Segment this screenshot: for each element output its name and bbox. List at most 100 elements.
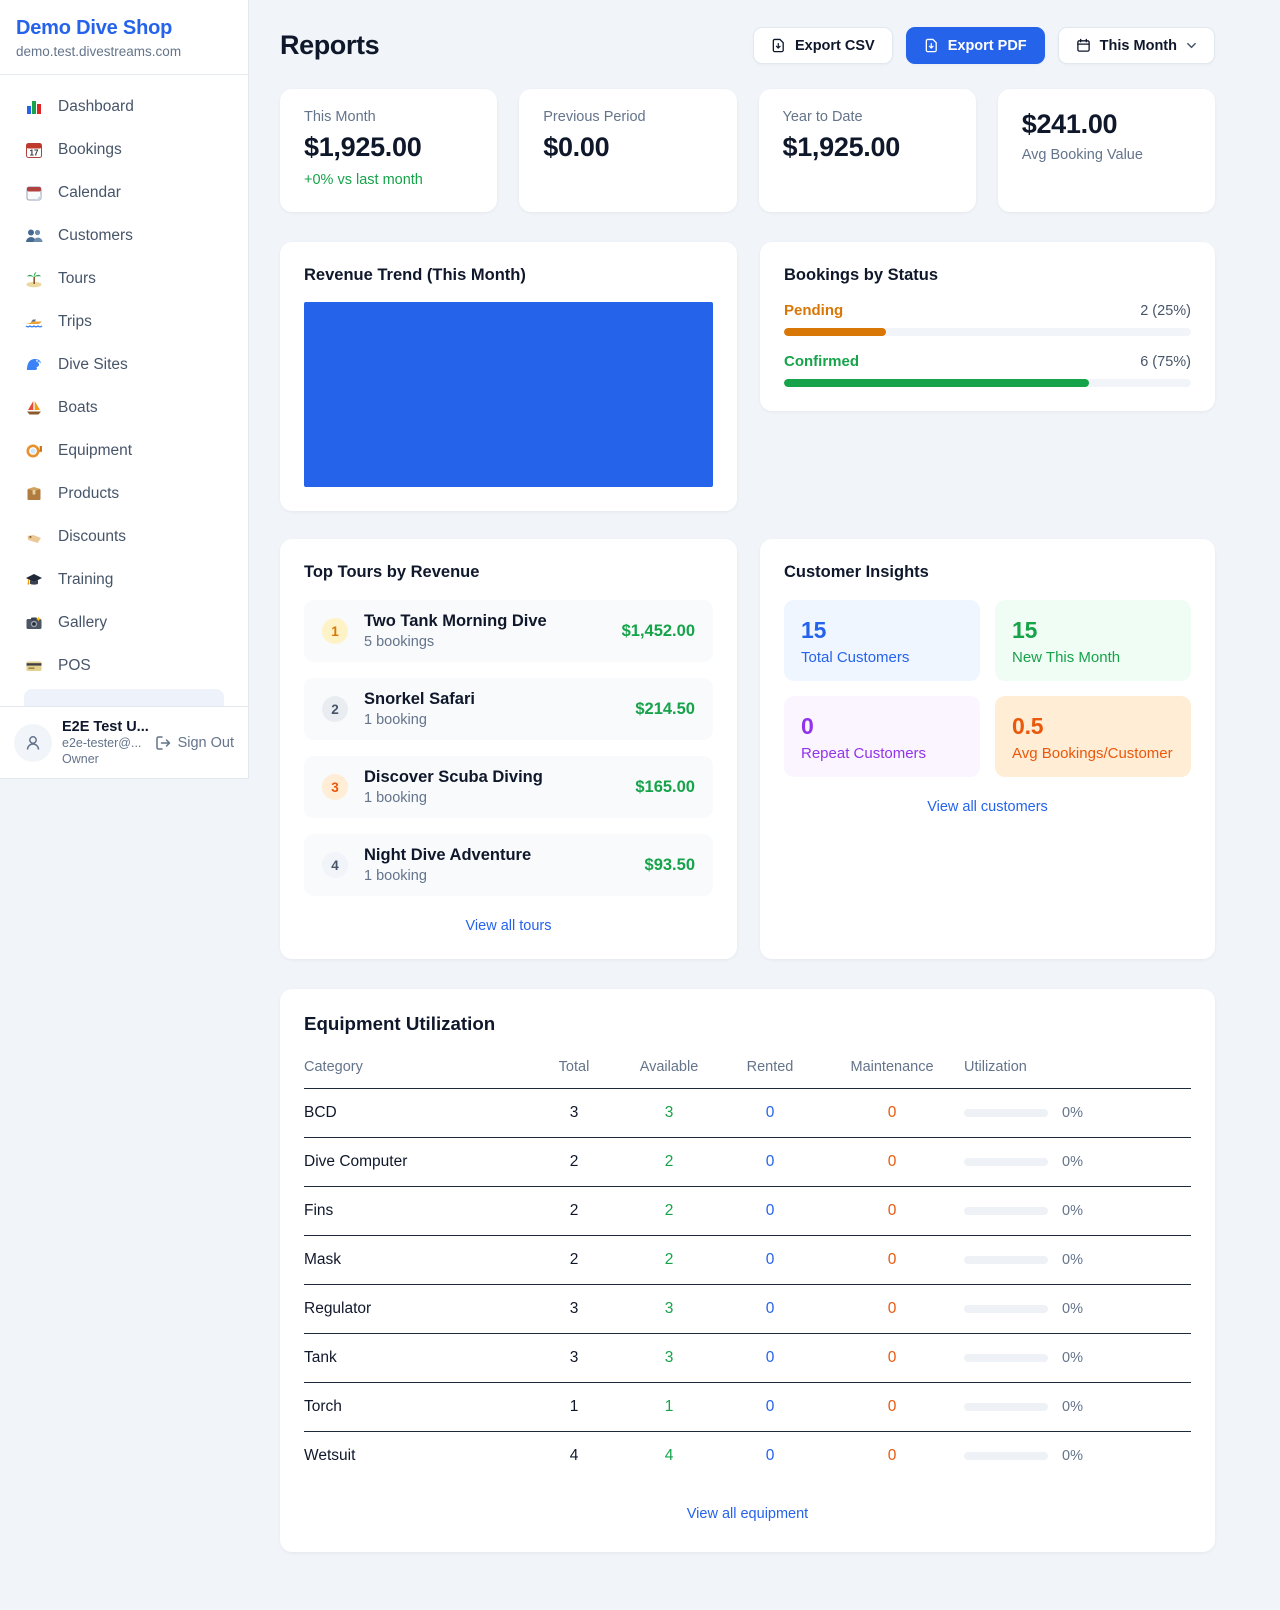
sidebar-item-discounts[interactable]: Discounts — [12, 515, 236, 558]
cell-utilization: 0% — [964, 1350, 1191, 1366]
utilization-percent: 0% — [1062, 1350, 1083, 1366]
sidebar-item-label: Trips — [58, 312, 92, 330]
revenue-trend-title: Revenue Trend (This Month) — [304, 266, 526, 284]
status-bar-fill — [784, 379, 1090, 387]
calendar-icon — [1076, 38, 1090, 52]
top-tours-title: Top Tours by Revenue — [304, 563, 480, 581]
stat-card-this-month: This Month $1,925.00 +0% vs last month — [280, 89, 498, 212]
cell-rented: 0 — [765, 1300, 775, 1317]
calendar-icon — [24, 183, 44, 203]
column-header-category: Category — [304, 1059, 363, 1075]
insight-value: 15 — [1012, 617, 1038, 643]
sidebar-item-training[interactable]: Training — [12, 558, 236, 601]
cell-total: 2 — [569, 1153, 579, 1170]
top-tours-panel: Top Tours by Revenue 1 Two Tank Morning … — [280, 539, 737, 959]
sidebar-item-label: Dashboard — [58, 97, 134, 115]
view-all-customers-link[interactable]: View all customers — [927, 799, 1048, 815]
equipment-utilization-title: Equipment Utilization — [304, 1013, 496, 1034]
status-row-confirmed: Confirmed 6 (75%) — [784, 353, 1191, 387]
export-pdf-button[interactable]: Export PDF — [905, 27, 1045, 64]
cell-category: Fins — [304, 1202, 334, 1219]
table-row: Torch 1 1 0 0 0% — [304, 1383, 1191, 1432]
column-header-rented: Rented — [746, 1059, 794, 1075]
utilization-percent: 0% — [1062, 1301, 1083, 1317]
sidebar-item-tours[interactable]: Tours — [12, 257, 236, 300]
export-csv-button[interactable]: Export CSV — [752, 27, 893, 64]
cell-category: BCD — [304, 1104, 337, 1121]
sidebar-item-label: Calendar — [58, 183, 121, 201]
period-selector[interactable]: This Month — [1057, 27, 1215, 64]
cell-available: 2 — [664, 1153, 674, 1170]
cell-total: 3 — [569, 1104, 579, 1121]
cell-category: Dive Computer — [304, 1153, 408, 1170]
stat-label: This Month — [304, 109, 376, 125]
rank-badge: 1 — [322, 618, 348, 644]
table-row: Mask 2 2 0 0 0% — [304, 1236, 1191, 1285]
rank-badge: 2 — [322, 696, 348, 722]
cell-utilization: 0% — [964, 1252, 1191, 1268]
user-panel: E2E Test U... e2e-tester@... Owner Sign … — [0, 706, 248, 778]
utilization-percent: 0% — [1062, 1399, 1083, 1415]
sidebar-item-gallery[interactable]: Gallery — [12, 601, 236, 644]
view-all-equipment-link[interactable]: View all equipment — [686, 1506, 809, 1522]
cell-maintenance: 0 — [887, 1300, 897, 1317]
utilization-percent: 0% — [1062, 1252, 1083, 1268]
table-row: Fins 2 2 0 0 0% — [304, 1187, 1191, 1236]
customer-insights-panel: Customer Insights 15 Total Customers 15 … — [760, 539, 1215, 959]
sidebar-header: Demo Dive Shop demo.test.divestreams.com — [0, 0, 248, 75]
package-icon — [24, 484, 44, 504]
cell-rented: 0 — [765, 1447, 775, 1464]
sign-out-button[interactable]: Sign Out — [155, 735, 234, 751]
sidebar-item-dashboard[interactable]: Dashboard — [12, 85, 236, 128]
cell-maintenance: 0 — [887, 1251, 897, 1268]
status-row-pending: Pending 2 (25%) — [784, 302, 1191, 336]
cell-total: 3 — [569, 1349, 579, 1366]
page-header: Reports Export CSV Export PDF This Month — [280, 27, 1215, 64]
chevron-down-icon — [1187, 42, 1196, 49]
sidebar-item-customers[interactable]: Customers — [12, 214, 236, 257]
speedboat-icon — [24, 312, 44, 332]
sidebar-nav: Dashboard 17 Bookings Calendar Customers… — [0, 75, 248, 725]
sidebar-item-bookings[interactable]: 17 Bookings — [12, 128, 236, 171]
status-bar-track — [784, 328, 1191, 336]
sidebar-item-label: Boats — [58, 398, 98, 416]
stat-value: $241.00 — [1021, 109, 1118, 139]
revenue-trend-panel: Revenue Trend (This Month) — [280, 242, 737, 511]
tour-name: Discover Scuba Diving — [364, 768, 543, 786]
revenue-trend-chart — [304, 302, 713, 487]
utilization-bar — [964, 1452, 1048, 1460]
table-row: Wetsuit 4 4 0 0 0% — [304, 1432, 1191, 1480]
sidebar-item-label: Dive Sites — [58, 355, 128, 373]
sidebar-item-products[interactable]: Products — [12, 472, 236, 515]
sidebar-item-label: Training — [58, 570, 114, 588]
stat-card-avg-booking-value: $241.00 Avg Booking Value — [997, 89, 1215, 212]
view-all-tours-link[interactable]: View all tours — [465, 918, 552, 934]
tour-row: 2 Snorkel Safari 1 booking $214.50 — [304, 678, 713, 740]
island-icon — [24, 269, 44, 289]
sailboat-icon — [24, 398, 44, 418]
sidebar-item-boats[interactable]: Boats — [12, 386, 236, 429]
sidebar: Demo Dive Shop demo.test.divestreams.com… — [0, 0, 249, 779]
sidebar-item-trips[interactable]: Trips — [12, 300, 236, 343]
sidebar-item-equipment[interactable]: Equipment — [12, 429, 236, 472]
customer-insights-title: Customer Insights — [784, 563, 929, 581]
sidebar-item-calendar[interactable]: Calendar — [12, 171, 236, 214]
tour-revenue: $1,452.00 — [621, 621, 695, 640]
person-icon — [26, 735, 40, 750]
sidebar-item-pos[interactable]: POS — [12, 644, 236, 687]
cell-maintenance: 0 — [887, 1104, 897, 1121]
sidebar-item-label: Bookings — [58, 140, 122, 158]
stat-value: $0.00 — [543, 132, 610, 162]
sidebar-item-dive-sites[interactable]: Dive Sites — [12, 343, 236, 386]
sign-out-label: Sign Out — [177, 734, 234, 751]
status-count: 2 (25%) — [1140, 302, 1191, 319]
cell-utilization: 0% — [964, 1399, 1191, 1415]
cell-category: Torch — [304, 1398, 342, 1415]
insight-tile-avg-bookings: 0.5 Avg Bookings/Customer — [995, 696, 1191, 777]
bar-chart-icon — [24, 97, 44, 117]
cell-category: Tank — [304, 1349, 337, 1366]
cell-total: 2 — [569, 1202, 579, 1219]
status-label: Confirmed — [784, 353, 859, 370]
user-email: e2e-tester@... — [62, 735, 142, 750]
insight-label: Total Customers — [801, 649, 910, 666]
